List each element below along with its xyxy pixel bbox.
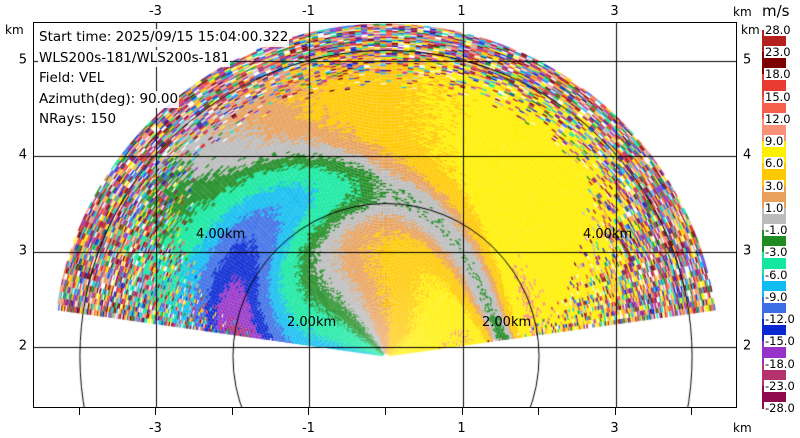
- x-tick-bottom-0: -3: [148, 421, 162, 436]
- x-tickmark: [614, 408, 616, 415]
- range-ring-label-2: 2.00km: [482, 315, 532, 330]
- y-tick-left-1: 4: [18, 147, 27, 163]
- colorbar-tick-7: 3.0: [764, 178, 785, 193]
- colorbar-tick-0: 28.0: [764, 23, 792, 37]
- x-tick-top-1: -1: [301, 4, 315, 19]
- range-ring-label-1: 2.00km: [287, 315, 337, 330]
- x-tick-bottom-2: 1: [457, 421, 466, 436]
- y-tick-left-0: 5: [18, 52, 27, 68]
- x-tickmark: [155, 408, 157, 415]
- radar-plot-area[interactable]: [33, 22, 737, 408]
- colorbar-tick-4: 12.0: [764, 111, 792, 126]
- x-axis-unit-top: km: [733, 5, 752, 19]
- y-tick-right-1: 4: [743, 147, 752, 163]
- x-tickmark: [461, 408, 463, 415]
- colorbar-title: m/s: [762, 2, 790, 20]
- colorbar-tick-6: 6.0: [764, 156, 785, 171]
- x-tick-top-3: 3: [610, 4, 619, 19]
- x-tick-bottom-3: 3: [610, 421, 619, 436]
- y-tick-right-2: 3: [743, 243, 752, 259]
- colorbar-tick-11: -6.0: [764, 267, 789, 282]
- colorbar-tick-15: -18.0: [764, 356, 796, 371]
- y-tick-left-3: 2: [18, 338, 27, 354]
- colorbar-tick-14: -15.0: [764, 334, 796, 349]
- x-tickmark: [231, 408, 233, 415]
- y-tick-left-2: 3: [18, 243, 27, 259]
- colorbar-tick-2: 18.0: [764, 67, 792, 82]
- x-tickmark: [78, 408, 80, 415]
- y-axis-unit-right: km: [741, 23, 760, 37]
- x-tick-top-2: 1: [457, 4, 466, 19]
- range-ring-label-3: 4.00km: [583, 227, 633, 242]
- colorbar-tick-5: 9.0: [764, 134, 785, 149]
- x-tick-top-0: -3: [148, 4, 162, 19]
- colorbar-tick-3: 15.0: [764, 89, 792, 104]
- colorbar-tick-12: -9.0: [764, 289, 789, 304]
- velocity-colorbar[interactable]: 28.0 23.0 18.0 15.0 12.0 9.0 6.0 3.0 1.0 -1.0 -3.0…: [762, 24, 796, 414]
- colorbar-tick-8: 1.0: [764, 200, 785, 215]
- x-tickmark: [308, 408, 310, 415]
- y-tick-right-3: 2: [743, 338, 752, 354]
- x-tick-bottom-1: -1: [301, 421, 315, 436]
- y-tick-right-0: 5: [743, 52, 752, 68]
- colorbar-tick-10: -3.0: [764, 245, 789, 260]
- colorbar-tick-17: -28.0: [764, 401, 796, 415]
- y-axis-unit-left: km: [5, 23, 24, 37]
- x-axis-unit-bottom: km: [733, 421, 752, 435]
- colorbar-tick-1: 23.0: [764, 45, 792, 60]
- x-tickmark: [538, 408, 540, 415]
- radar-ppi-canvas[interactable]: [34, 23, 736, 407]
- colorbar-tick-9: -1.0: [764, 223, 789, 238]
- colorbar-tick-13: -12.0: [764, 312, 796, 327]
- x-tickmark: [691, 408, 693, 415]
- colorbar-tick-16: -23.0: [764, 378, 796, 393]
- range-ring-label-0: 4.00km: [196, 227, 246, 242]
- x-tickmark: [385, 408, 386, 415]
